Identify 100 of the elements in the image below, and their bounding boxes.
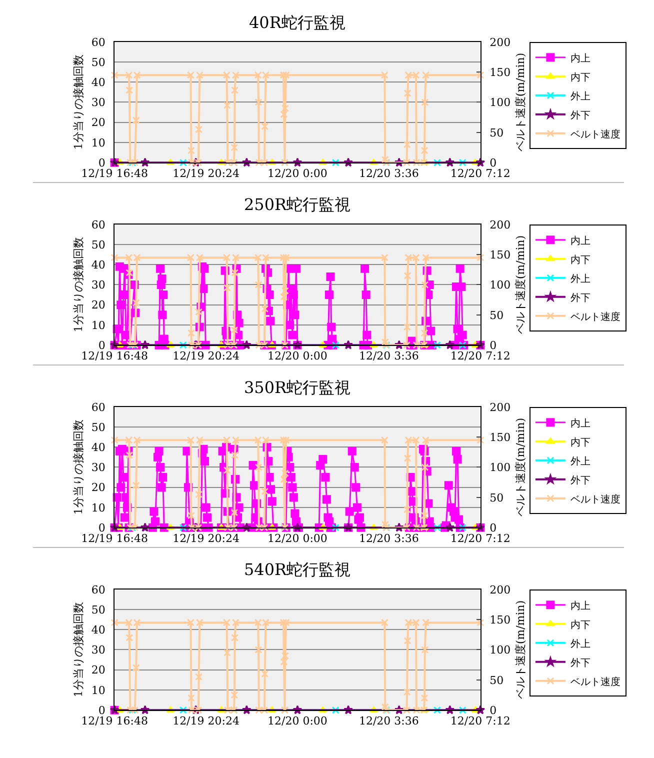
y2-tick-label: 0 <box>490 338 497 352</box>
x-tick-label: 12/20 3:36 <box>358 714 419 728</box>
y2-tick-label: 0 <box>490 521 497 534</box>
legend-label: 外下 <box>570 475 590 486</box>
y2-tick-label: 150 <box>490 613 511 626</box>
y2-tick-label: 0 <box>490 156 497 170</box>
legend-label: 内上 <box>570 234 590 247</box>
legend-label: 内下 <box>570 71 590 84</box>
y-tick-label: 40 <box>91 440 106 454</box>
legend-label: 内下 <box>570 254 590 266</box>
legend-label: ベルト速度 <box>570 493 620 506</box>
x-tick-label: 12/20 7:12 <box>450 714 510 728</box>
y-tick-label: 0 <box>98 704 106 717</box>
y-tick-label: 30 <box>91 278 106 292</box>
y2-tick-label: 150 <box>490 248 511 262</box>
y-tick-label: 30 <box>91 96 106 110</box>
y-tick-label: 30 <box>91 644 106 657</box>
legend-label: 外上 <box>570 272 590 285</box>
chart-title: 40R蛇行監視 <box>249 13 346 32</box>
x-tick-label: 12/19 20:24 <box>172 714 240 728</box>
y2-tick-label: 100 <box>490 96 511 110</box>
y2-tick-label: 50 <box>490 674 504 687</box>
y-axis-title: 1分当りの接触回数 <box>72 602 86 698</box>
y2-tick-label: 200 <box>490 218 511 232</box>
y-tick-label: 20 <box>91 664 106 677</box>
y2-axis-title: ベルト速度(m/min) <box>514 600 527 700</box>
legend-label: 外上 <box>570 455 590 468</box>
y-tick-label: 50 <box>91 603 106 616</box>
legend-label: 外上 <box>570 90 590 102</box>
y-tick-label: 60 <box>91 400 106 414</box>
x-tick-label: 12/20 3:36 <box>358 532 419 545</box>
x-tick-label: 12/20 0:00 <box>268 714 328 728</box>
y-tick-label: 40 <box>91 258 106 272</box>
legend-label: ベルト速度 <box>570 676 620 688</box>
legend-label: 内下 <box>570 618 590 631</box>
y-tick-label: 30 <box>91 461 106 474</box>
y-axis-title: 1分当りの接触回数 <box>72 54 86 150</box>
y-tick-label: 0 <box>98 156 106 170</box>
x-tick-label: 12/20 0:00 <box>268 166 328 180</box>
y2-tick-label: 150 <box>490 66 511 79</box>
legend-label: 内上 <box>570 600 590 612</box>
legend-label: 外下 <box>570 110 590 122</box>
x-tick-label: 12/19 20:24 <box>172 532 240 545</box>
x-tick-label: 12/19 16:48 <box>81 166 148 180</box>
legend-label: ベルト速度 <box>570 128 620 140</box>
chart-title: 350R蛇行監視 <box>244 378 351 397</box>
y-tick-label: 50 <box>91 420 106 434</box>
y2-axis-title: ベルト速度(m/min) <box>514 235 527 334</box>
y2-tick-label: 100 <box>490 461 511 474</box>
y2-tick-label: 150 <box>490 430 511 444</box>
y2-tick-label: 200 <box>490 36 511 49</box>
x-tick-label: 12/20 7:12 <box>450 166 510 180</box>
y2-tick-label: 50 <box>490 308 504 322</box>
y2-tick-label: 200 <box>490 583 511 596</box>
y-tick-label: 40 <box>91 623 106 636</box>
x-tick-label: 12/19 16:48 <box>81 349 148 362</box>
y-tick-label: 0 <box>98 338 106 352</box>
legend-label: 内上 <box>570 417 590 430</box>
y-tick-label: 60 <box>91 583 106 596</box>
y2-tick-label: 200 <box>490 400 511 414</box>
y-tick-label: 10 <box>91 684 106 697</box>
text: 内上 <box>570 53 590 64</box>
x-tick-label: 12/19 20:24 <box>172 166 240 180</box>
legend-label: ベルト速度 <box>570 310 620 323</box>
chart-title: 540R蛇行監視 <box>244 560 351 579</box>
x-tick-label: 12/20 0:00 <box>268 349 328 362</box>
y-tick-label: 10 <box>91 318 106 332</box>
y2-tick-label: 100 <box>490 278 511 292</box>
y-tick-label: 0 <box>98 521 106 534</box>
legend-label: 外下 <box>570 658 590 669</box>
x-tick-label: 12/19 16:48 <box>81 714 148 728</box>
y-axis-title: 1分当りの接触回数 <box>72 420 86 515</box>
y-tick-label: 60 <box>91 218 106 232</box>
y-tick-label: 40 <box>91 76 106 89</box>
y-tick-label: 10 <box>91 501 106 514</box>
x-tick-label: 12/20 7:12 <box>450 532 510 545</box>
y2-tick-label: 100 <box>490 644 511 657</box>
x-tick-label: 12/20 0:00 <box>268 532 328 545</box>
y2-axis-title: ベルト速度(m/min) <box>514 418 527 517</box>
y2-tick-label: 0 <box>490 704 497 717</box>
x-tick-label: 12/19 20:24 <box>172 349 240 362</box>
x-tick-label: 12/19 16:48 <box>81 532 148 545</box>
y-tick-label: 10 <box>91 136 106 150</box>
y-tick-label: 50 <box>91 238 106 252</box>
legend-label: 内下 <box>570 436 590 448</box>
y-tick-label: 50 <box>91 56 106 69</box>
x-tick-label: 12/20 3:36 <box>358 349 419 362</box>
y2-tick-label: 50 <box>490 491 504 504</box>
y-tick-label: 20 <box>91 116 106 130</box>
y2-tick-label: 50 <box>490 126 504 140</box>
x-tick-label: 12/20 7:12 <box>450 349 510 362</box>
y-tick-label: 20 <box>91 481 106 494</box>
y2-axis-title: ベルト速度(m/min) <box>514 52 527 152</box>
x-tick-label: 12/20 3:36 <box>358 166 419 180</box>
legend-label: 外下 <box>570 292 590 304</box>
chart-title: 250R蛇行監視 <box>244 195 351 214</box>
y-tick-label: 20 <box>91 298 106 312</box>
y-axis-title: 1分当りの接触回数 <box>72 237 86 332</box>
legend-label: 外上 <box>570 638 590 650</box>
y-tick-label: 60 <box>91 36 106 49</box>
